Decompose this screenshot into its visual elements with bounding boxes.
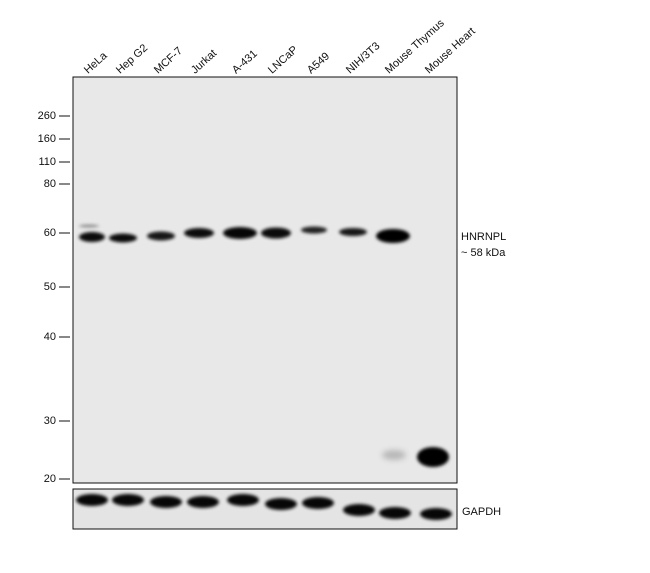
band	[302, 497, 334, 509]
lane-label: NIH/3T3	[344, 40, 382, 76]
marker-label: 40	[44, 331, 56, 343]
target-name: HNRNPL	[461, 231, 506, 243]
marker-label: 80	[44, 178, 56, 190]
band	[187, 496, 219, 508]
marker-label: 60	[44, 227, 56, 239]
band	[301, 226, 327, 234]
band	[343, 504, 375, 516]
loading-control-label: GAPDH	[462, 506, 501, 518]
band	[339, 228, 367, 236]
band	[184, 228, 214, 238]
lane-label: MCF-7	[152, 45, 185, 76]
lane-label: LNCaP	[266, 44, 300, 77]
band	[223, 227, 257, 239]
lane-label: Hep G2	[114, 42, 150, 76]
band	[376, 229, 410, 243]
band	[265, 498, 297, 510]
main-blot	[72, 76, 458, 484]
lane-label: A-431	[230, 48, 260, 77]
band	[112, 494, 144, 506]
bands	[76, 224, 452, 520]
band	[379, 507, 411, 519]
lane-label: A549	[305, 50, 332, 76]
band	[420, 508, 452, 520]
marker-label: 20	[44, 473, 56, 485]
band	[147, 231, 175, 241]
band	[227, 494, 259, 506]
band	[79, 232, 105, 242]
marker-label: 110	[38, 156, 56, 168]
target-size: ~ 58 kDa	[461, 247, 506, 259]
band	[417, 447, 449, 467]
band	[79, 224, 99, 228]
marker-label: 260	[38, 110, 56, 122]
marker-label: 30	[44, 415, 56, 427]
marker-label: 50	[44, 281, 56, 293]
band	[76, 494, 108, 506]
marker-label: 160	[38, 133, 56, 145]
lane-label: HeLa	[82, 49, 110, 76]
band	[150, 496, 182, 508]
band	[382, 450, 406, 460]
lane-label: Jurkat	[189, 47, 219, 76]
band	[109, 233, 137, 243]
band	[261, 227, 291, 239]
